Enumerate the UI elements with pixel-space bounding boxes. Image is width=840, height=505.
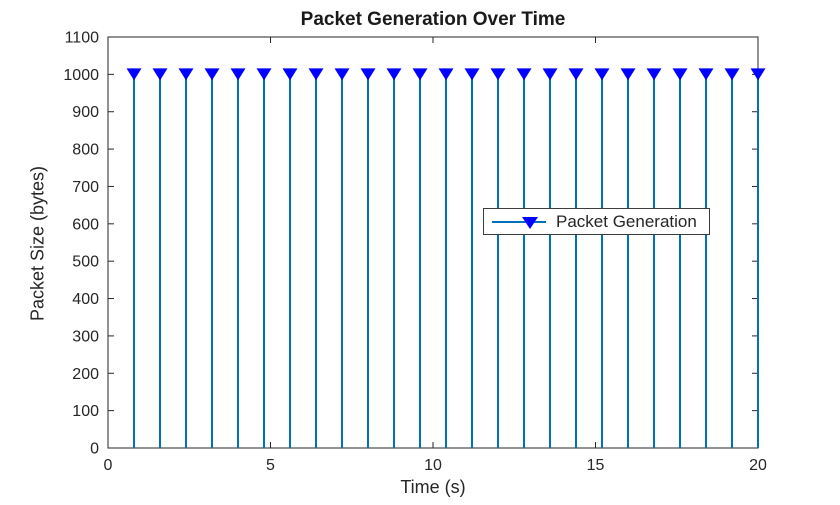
legend-label: Packet Generation <box>556 211 697 231</box>
y-tick-label: 600 <box>72 216 99 233</box>
x-tick-label: 5 <box>266 457 275 474</box>
triangle-down-marker <box>230 68 246 81</box>
y-tick-label: 700 <box>72 179 99 196</box>
triangle-down-marker <box>412 68 428 81</box>
triangle-down-marker <box>308 68 324 81</box>
y-tick-label: 1000 <box>63 67 99 84</box>
triangle-down-marker <box>256 68 272 81</box>
y-tick-label: 100 <box>72 403 99 420</box>
triangle-down-marker <box>282 68 298 81</box>
triangle-down-marker <box>698 68 714 81</box>
legend-line-swatch <box>492 221 546 223</box>
triangle-down-marker <box>724 68 740 81</box>
triangle-down-marker <box>516 68 532 81</box>
triangle-down-marker <box>620 68 636 81</box>
triangle-down-marker <box>490 68 506 81</box>
triangle-down-marker <box>126 68 142 81</box>
triangle-down-marker <box>438 68 454 81</box>
y-tick-label: 1100 <box>65 30 100 47</box>
legend-sample <box>484 209 548 234</box>
y-tick-label: 400 <box>72 291 99 308</box>
chart-title: Packet Generation Over Time <box>300 9 566 30</box>
triangle-down-marker <box>750 68 766 81</box>
axes-frame <box>107 36 759 449</box>
x-tick-label: 0 <box>104 457 113 474</box>
triangle-down-marker <box>542 68 558 81</box>
y-tick-label: 0 <box>90 441 99 458</box>
triangle-down-marker <box>594 68 610 81</box>
x-axis-label: Time (s) <box>400 477 466 497</box>
triangle-down-icon <box>522 217 538 229</box>
y-tick-label: 800 <box>72 142 99 159</box>
y-tick-label: 200 <box>72 366 99 383</box>
x-tick-label: 15 <box>587 457 605 474</box>
triangle-down-marker <box>386 68 402 81</box>
triangle-down-marker <box>334 68 350 81</box>
triangle-down-marker <box>178 68 194 81</box>
x-tick-label: 10 <box>424 457 442 474</box>
y-tick-label: 900 <box>72 104 99 121</box>
triangle-down-marker <box>672 68 688 81</box>
x-tick-label: 20 <box>749 457 767 474</box>
y-tick-label: 300 <box>72 328 99 345</box>
y-tick-label: 500 <box>72 254 99 271</box>
triangle-down-marker <box>646 68 662 81</box>
triangle-down-marker <box>360 68 376 81</box>
legend: Packet Generation <box>483 208 710 235</box>
y-axis-label: Packet Size (bytes) <box>27 165 48 322</box>
triangle-down-marker <box>568 68 584 81</box>
triangle-down-marker <box>204 68 220 81</box>
triangle-down-marker <box>464 68 480 81</box>
triangle-down-marker <box>152 68 168 81</box>
